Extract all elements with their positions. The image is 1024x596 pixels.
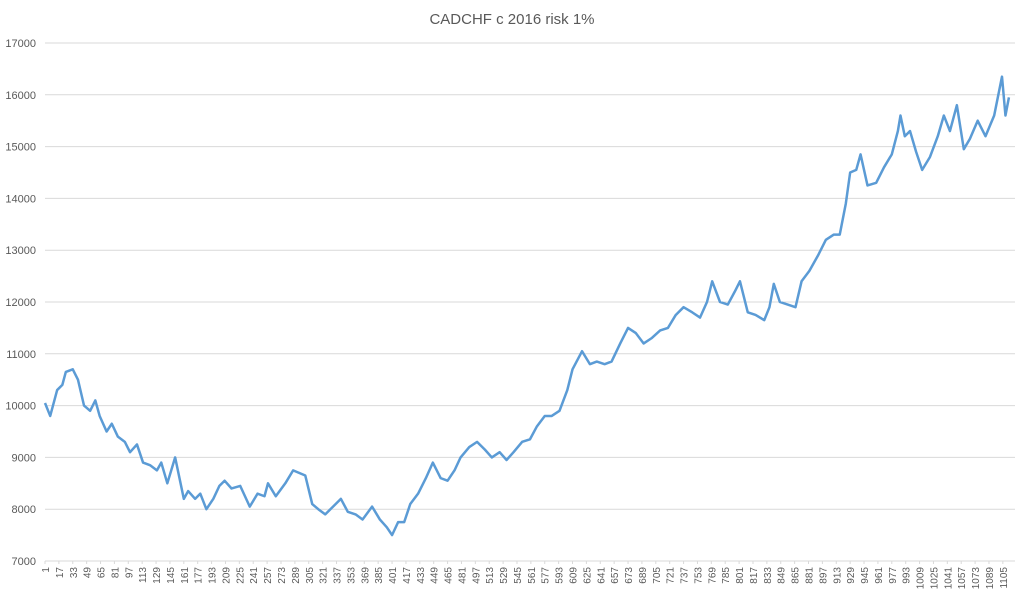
x-tick-label: 449 bbox=[430, 567, 441, 584]
x-tick-label: 753 bbox=[693, 567, 704, 584]
x-tick-label: 417 bbox=[402, 567, 413, 584]
x-tick-label: 577 bbox=[541, 567, 552, 584]
y-tick-label: 17000 bbox=[5, 38, 36, 50]
x-tick-label: 881 bbox=[805, 567, 816, 584]
x-tick-label: 641 bbox=[596, 567, 607, 584]
x-tick-label: 977 bbox=[888, 567, 899, 584]
x-tick-label: 513 bbox=[485, 567, 496, 584]
x-tick-label: 625 bbox=[582, 567, 593, 584]
x-tick-label: 737 bbox=[680, 567, 691, 584]
x-tick-label: 369 bbox=[360, 567, 371, 584]
x-tick-label: 1 bbox=[41, 567, 52, 573]
x-tick-label: 1089 bbox=[985, 567, 996, 590]
x-tick-label: 97 bbox=[124, 567, 135, 579]
chart-title: CADCHF c 2016 risk 1% bbox=[429, 11, 594, 28]
x-tick-label: 225 bbox=[235, 567, 246, 584]
x-tick-label: 689 bbox=[638, 567, 649, 584]
y-tick-label: 7000 bbox=[12, 556, 36, 568]
y-tick-label: 10000 bbox=[5, 401, 36, 413]
y-tick-label: 14000 bbox=[5, 193, 36, 205]
x-tick-label: 705 bbox=[652, 567, 663, 584]
x-tick-label: 497 bbox=[471, 567, 482, 584]
line-series bbox=[43, 75, 1011, 537]
x-tick-label: 257 bbox=[263, 567, 274, 584]
x-tick-label: 17 bbox=[55, 567, 66, 579]
x-tick-label: 769 bbox=[707, 567, 718, 584]
x-tick-label: 305 bbox=[305, 567, 316, 584]
x-tick-label: 193 bbox=[208, 567, 219, 584]
x-tick-label: 1025 bbox=[929, 567, 940, 590]
y-tick-label: 12000 bbox=[5, 297, 36, 309]
y-tick-label: 13000 bbox=[5, 245, 36, 257]
x-tick-label: 1073 bbox=[971, 567, 982, 590]
x-tick-label: 993 bbox=[902, 567, 913, 584]
x-tick-label: 673 bbox=[624, 567, 635, 584]
x-tick-label: 321 bbox=[319, 567, 330, 584]
x-tick-label: 1105 bbox=[999, 567, 1010, 589]
x-tick-label: 401 bbox=[388, 567, 399, 584]
x-tick-label: 337 bbox=[333, 567, 344, 584]
x-tick-label: 1009 bbox=[916, 567, 927, 590]
x-tick-label: 561 bbox=[527, 567, 538, 584]
x-tick-label: 385 bbox=[374, 567, 385, 584]
x-tick-label: 529 bbox=[499, 567, 510, 584]
x-tick-label: 961 bbox=[874, 567, 885, 584]
x-tick-label: 49 bbox=[83, 567, 94, 579]
x-tick-label: 81 bbox=[110, 567, 121, 579]
y-tick-label: 11000 bbox=[6, 349, 36, 361]
x-tick-label: 481 bbox=[457, 567, 468, 584]
x-tick-label: 433 bbox=[416, 567, 427, 584]
x-tick-label: 113 bbox=[138, 567, 149, 583]
x-tick-label: 129 bbox=[152, 567, 163, 584]
x-tick-label: 897 bbox=[818, 567, 829, 584]
y-tick-label: 16000 bbox=[5, 90, 36, 102]
x-tick-label: 913 bbox=[832, 567, 843, 584]
x-tick-label: 161 bbox=[180, 567, 191, 584]
x-tick-label: 33 bbox=[69, 567, 80, 579]
y-tick-label: 8000 bbox=[12, 504, 36, 516]
x-tick-label: 785 bbox=[721, 567, 732, 584]
x-tick-label: 721 bbox=[666, 567, 677, 584]
x-tick-label: 241 bbox=[249, 567, 260, 584]
x-tick-label: 353 bbox=[346, 567, 357, 584]
x-tick-label: 945 bbox=[860, 567, 871, 584]
x-tick-label: 465 bbox=[444, 567, 455, 584]
x-tick-label: 929 bbox=[846, 567, 857, 584]
x-tick-label: 545 bbox=[513, 567, 524, 584]
x-tick-label: 865 bbox=[791, 567, 802, 584]
y-tick-label: 15000 bbox=[5, 142, 36, 154]
x-tick-label: 817 bbox=[749, 567, 760, 584]
x-tick-label: 273 bbox=[277, 567, 288, 584]
x-tick-label: 833 bbox=[763, 567, 774, 584]
x-tick-label: 209 bbox=[221, 567, 232, 584]
y-tick-label: 9000 bbox=[12, 452, 36, 464]
x-tick-label: 657 bbox=[610, 567, 621, 584]
x-tick-label: 177 bbox=[194, 567, 205, 584]
x-tick-label: 801 bbox=[735, 567, 746, 584]
x-tick-label: 145 bbox=[166, 567, 177, 584]
x-tick-label: 65 bbox=[97, 567, 108, 579]
x-tick-label: 1041 bbox=[943, 567, 954, 590]
x-tick-label: 593 bbox=[555, 567, 566, 584]
x-tick-label: 849 bbox=[777, 567, 788, 584]
x-tick-label: 1057 bbox=[957, 567, 968, 590]
x-tick-label: 289 bbox=[291, 567, 302, 584]
x-tick-label: 609 bbox=[569, 567, 580, 584]
